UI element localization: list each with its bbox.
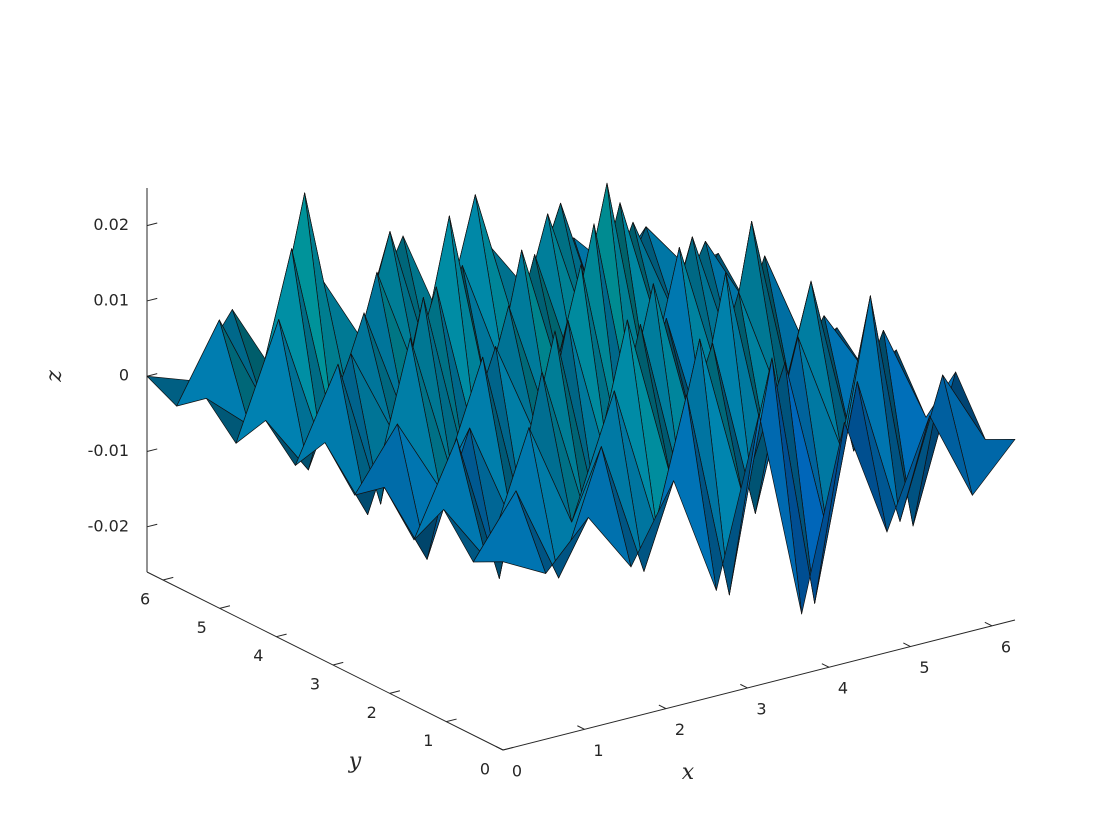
z-tick xyxy=(146,448,158,453)
y-tick xyxy=(332,661,344,666)
y-tick-label: 5 xyxy=(197,618,207,637)
y-tick-label: 4 xyxy=(253,646,263,665)
x-tick-label: 1 xyxy=(593,741,603,760)
x-tick-label: 2 xyxy=(675,720,685,739)
z-tick-label: -0.01 xyxy=(88,441,129,460)
y-tick-label: 0 xyxy=(480,760,490,779)
x-tick xyxy=(984,621,993,627)
z-tick-label: -0.02 xyxy=(88,516,129,535)
z-axis-label: z xyxy=(42,370,67,383)
z-tick-label: 0 xyxy=(119,366,129,385)
x-tick-label: 3 xyxy=(756,699,766,718)
y-tick xyxy=(502,746,514,751)
x-tick-label: 4 xyxy=(838,679,848,698)
y-tick xyxy=(446,718,457,723)
y-axis-label: y xyxy=(348,749,362,774)
y-tick-label: 6 xyxy=(140,590,150,609)
y-tick xyxy=(162,576,174,581)
z-tick xyxy=(146,222,158,227)
x-axis xyxy=(502,619,1016,751)
y-tick xyxy=(276,633,287,638)
x-tick-label: 5 xyxy=(919,658,929,677)
x-tick xyxy=(495,745,504,751)
x-tick xyxy=(740,683,748,689)
z-tick-label: 0.01 xyxy=(93,290,129,309)
z-tick-label: 0.02 xyxy=(93,215,129,234)
y-tick-label: 3 xyxy=(310,675,320,694)
surface-patch xyxy=(472,490,547,574)
x-tick xyxy=(658,704,667,710)
z-tick xyxy=(146,373,158,377)
y-tick xyxy=(219,605,231,609)
z-tick xyxy=(146,523,158,528)
y-axis xyxy=(146,571,504,751)
y-tick xyxy=(389,690,401,694)
y-tick-label: 2 xyxy=(367,703,377,722)
x-tick xyxy=(577,725,585,730)
x-tick-label: 0 xyxy=(512,762,522,781)
x-tick xyxy=(821,663,830,668)
y-tick-label: 1 xyxy=(423,731,433,750)
x-axis-label: x xyxy=(682,760,695,785)
x-tick xyxy=(903,642,911,647)
z-tick xyxy=(146,297,158,302)
x-tick-label: 6 xyxy=(1001,637,1011,656)
